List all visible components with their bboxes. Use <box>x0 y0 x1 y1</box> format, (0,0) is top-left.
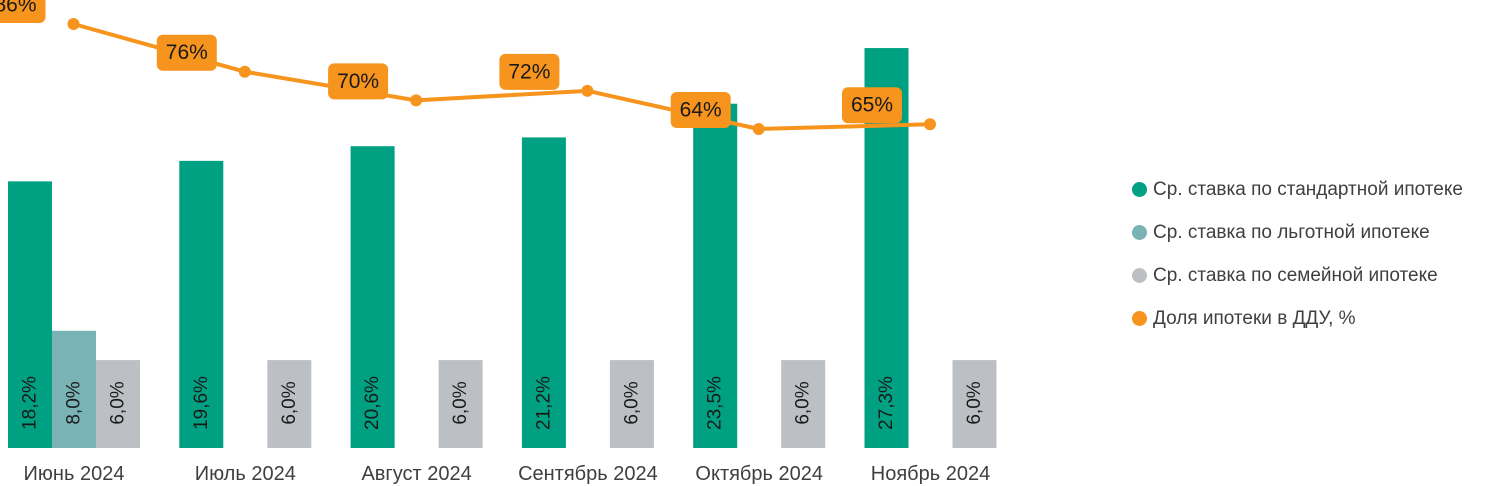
bar-label-standard-3: 21,2% <box>533 376 554 430</box>
share-label-3: 72% <box>508 60 550 83</box>
share-label-box-1 <box>156 34 217 71</box>
share-point-0 <box>67 18 80 30</box>
bar-label-family-1: 6,0% <box>279 381 300 424</box>
bar-label-standard-2: 20,6% <box>362 376 383 430</box>
share-point-4 <box>752 123 765 135</box>
bar-standard-0 <box>8 181 52 448</box>
share-label-box-0 <box>0 0 46 23</box>
x-tick-label-0: Июнь 2024 <box>24 463 125 485</box>
legend-item-standard: Ср. ставка по стандартной ипотеке <box>1132 168 1463 211</box>
x-tick-label-4: Октябрь 2024 <box>695 463 823 485</box>
legend-marker-share <box>1132 311 1147 326</box>
bar-family-5 <box>952 360 997 448</box>
share-point-2 <box>410 94 423 107</box>
legend-item-preferential: Ср. ставка по льготной ипотеке <box>1132 211 1463 254</box>
bar-label-standard-4: 23,5% <box>705 376 726 430</box>
x-tick-label-1: Июль 2024 <box>195 463 296 485</box>
legend-item-share: Доля ипотеки в ДДУ, % <box>1132 297 1463 340</box>
share-label-box-3 <box>499 53 560 90</box>
legend: Ср. ставка по стандартной ипотеке Ср. ст… <box>1132 168 1463 340</box>
legend-item-family: Ср. ставка по семейной ипотеке <box>1132 254 1463 297</box>
share-point-3 <box>581 84 594 97</box>
legend-marker-standard <box>1132 182 1147 197</box>
bar-family-1 <box>267 360 312 448</box>
bar-label-standard-5: 27,3% <box>876 376 897 430</box>
share-label-box-2 <box>328 63 389 100</box>
bar-standard-4 <box>693 103 738 448</box>
legend-label-family: Ср. ставка по семейной ипотеке <box>1153 264 1438 286</box>
x-tick-label-3: Сентябрь 2024 <box>518 463 658 485</box>
legend-marker-family <box>1132 268 1147 283</box>
bar-label-family-2: 6,0% <box>450 381 471 424</box>
bar-standard-2 <box>350 146 395 448</box>
bars-group: 18,2% 8,0% 6,0% 19,6% 6,0% 20,6% 6,0% 21,2% 6,0%… <box>8 48 997 449</box>
bar-label-family-3: 6,0% <box>621 381 642 424</box>
share-label-1: 76% <box>166 41 208 64</box>
legend-label-preferential: Ср. ставка по льготной ипотеке <box>1153 221 1430 243</box>
x-tick-label-2: Август 2024 <box>361 463 471 485</box>
x-axis-labels: Июнь 2024 Июль 2024 Август 2024 Сентябрь 20… <box>24 463 991 485</box>
legend-label-standard: Ср. ставка по стандартной ипотеке <box>1153 178 1463 200</box>
bar-label-preferential-0: 8,0% <box>64 381 85 424</box>
share-line-group: 86% 76% 70% 72% 64% 65% <box>0 0 936 135</box>
bar-family-2 <box>438 360 483 448</box>
bar-preferential-0 <box>52 330 96 448</box>
legend-marker-preferential <box>1132 225 1147 240</box>
share-label-2: 70% <box>337 70 379 93</box>
share-label-5: 65% <box>851 94 893 117</box>
share-label-box-4 <box>670 92 731 128</box>
bar-family-3 <box>609 360 654 448</box>
bar-standard-3 <box>521 137 566 449</box>
bar-family-0 <box>96 360 140 448</box>
bar-family-4 <box>781 360 826 448</box>
bar-label-standard-0: 18,2% <box>20 376 41 430</box>
bar-label-standard-1: 19,6% <box>191 376 212 430</box>
bar-label-family-5: 6,0% <box>964 381 985 424</box>
share-label-4: 64% <box>680 99 722 122</box>
bar-label-family-0: 6,0% <box>108 381 129 424</box>
x-tick-label-5: Ноябрь 2024 <box>871 463 990 485</box>
share-label-0: 86% <box>0 0 37 17</box>
share-point-1 <box>238 65 251 78</box>
legend-label-share: Доля ипотеки в ДДУ, % <box>1153 307 1356 329</box>
share-label-box-5 <box>842 87 902 124</box>
share-point-5 <box>924 118 936 131</box>
bar-standard-1 <box>179 160 224 449</box>
bar-label-family-4: 6,0% <box>793 381 814 424</box>
